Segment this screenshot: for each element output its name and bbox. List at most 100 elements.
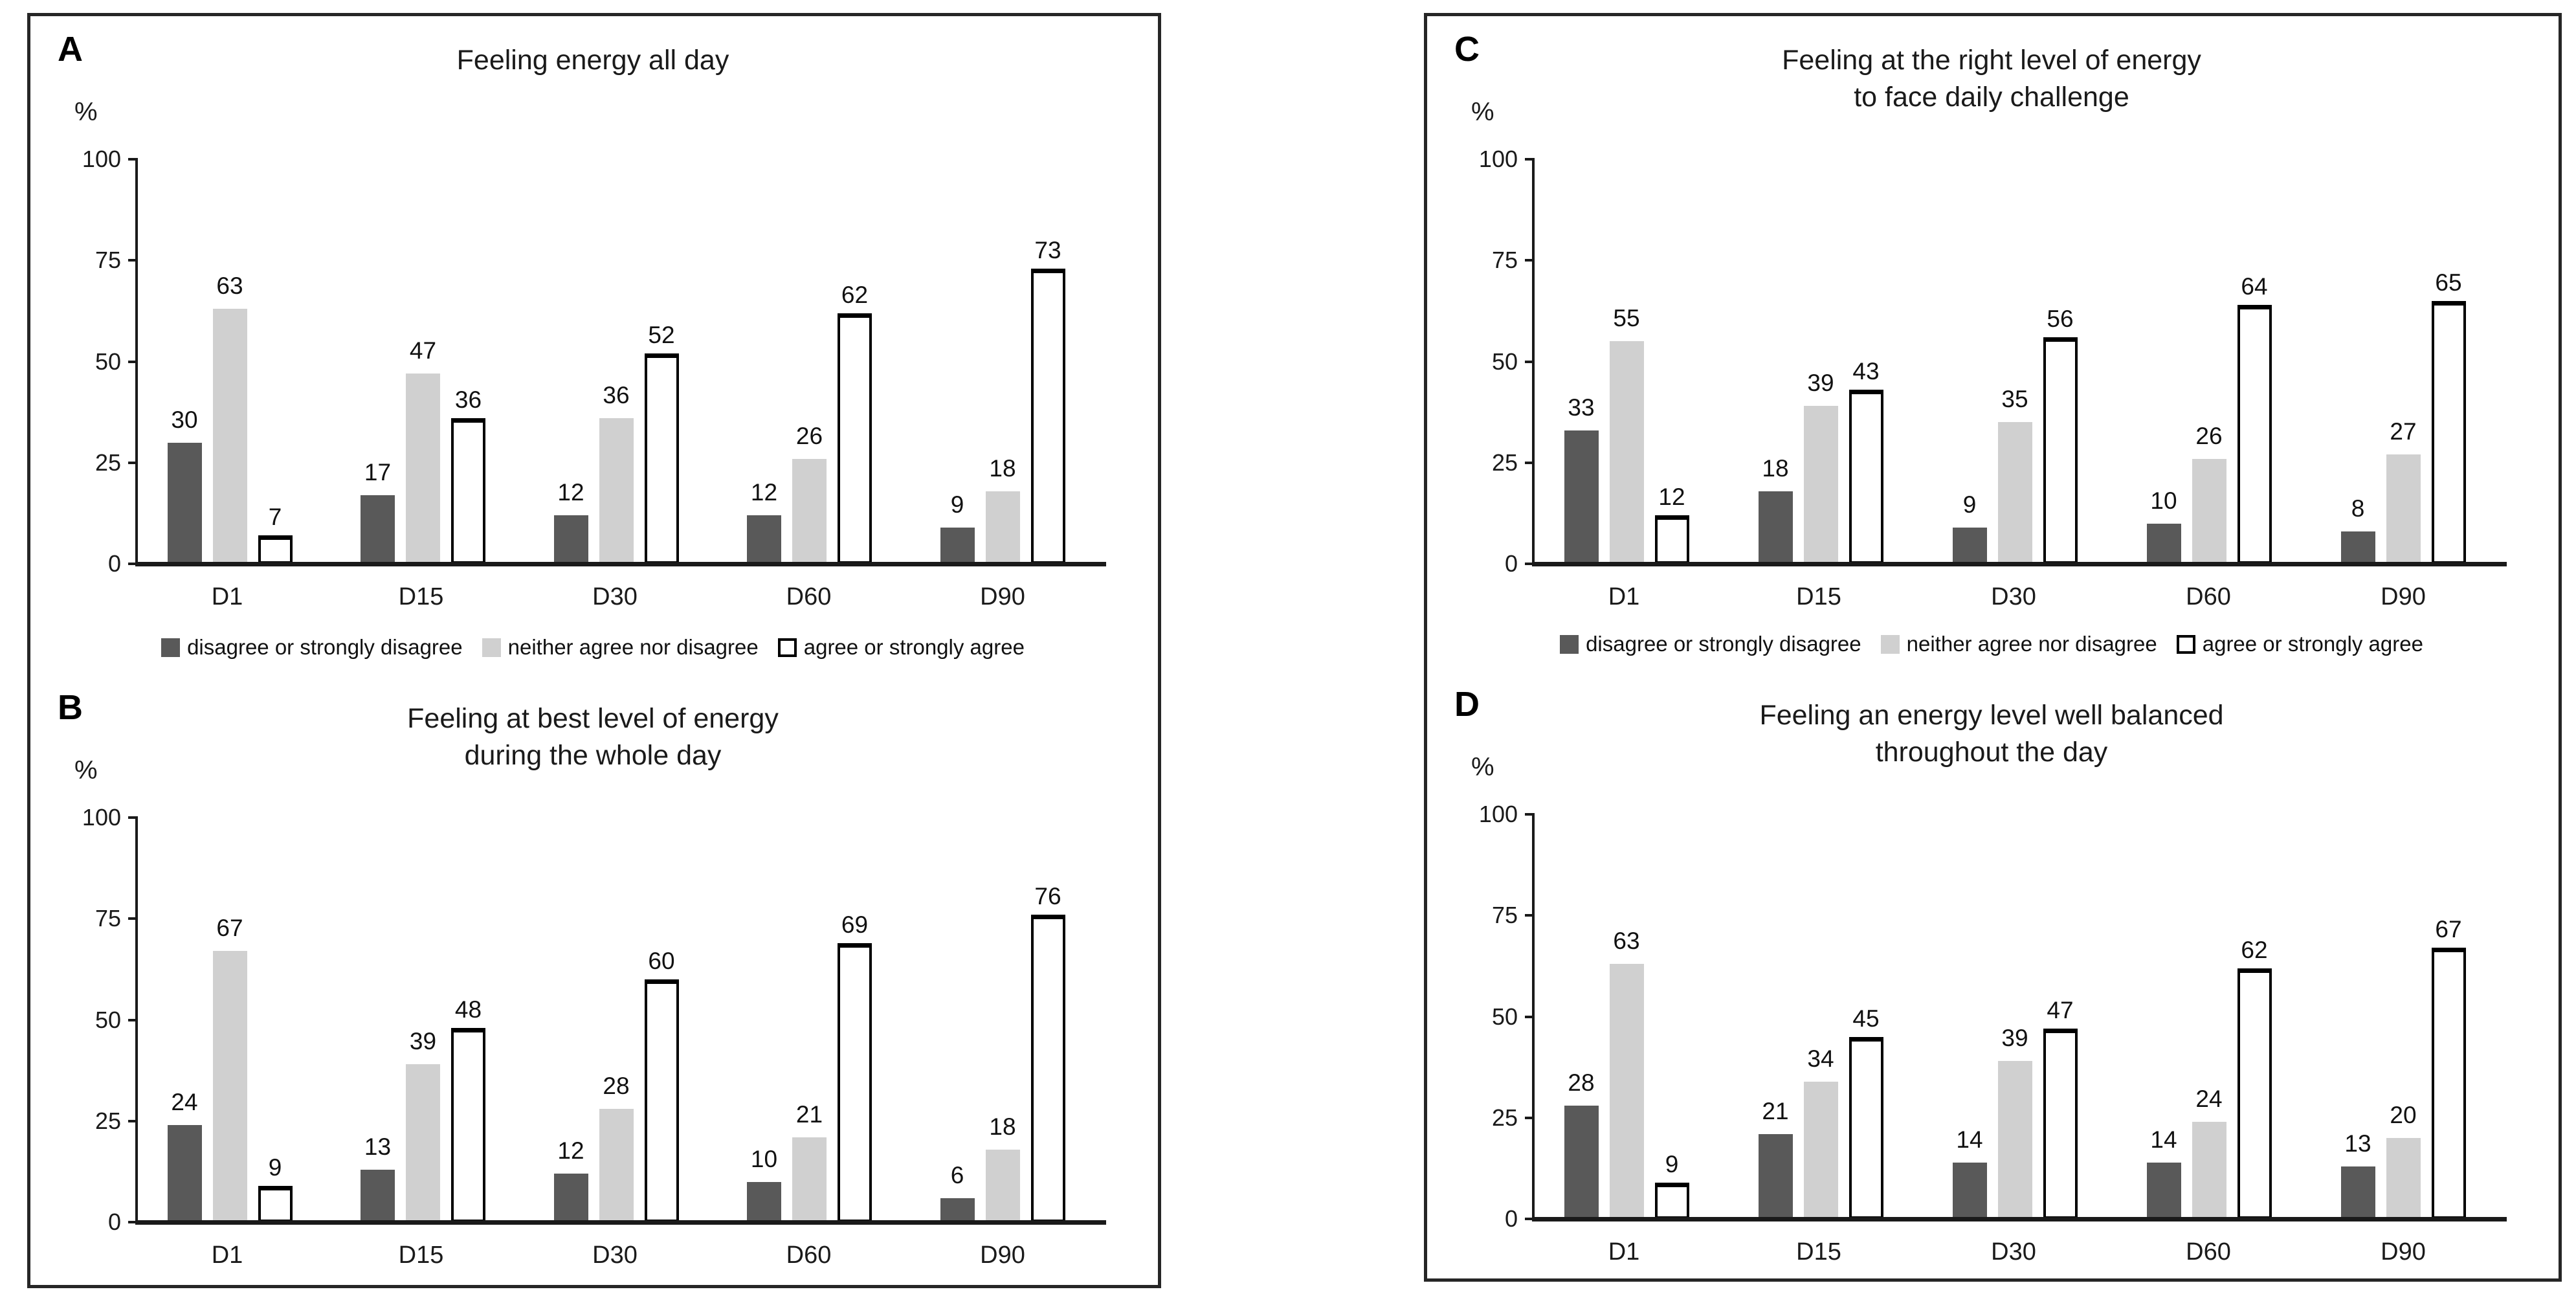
y-tick-mark — [1525, 1116, 1535, 1119]
bar-light: 35 — [1997, 386, 2032, 564]
bar-value-label: 73 — [1034, 236, 1061, 263]
y-tick-mark — [1525, 360, 1535, 363]
chart-title-line: to face daily challenge — [1854, 81, 2129, 113]
bar-group-d30: 12 36 52 — [553, 159, 679, 564]
bar-outline: 48 — [451, 996, 485, 1222]
chart-title-line: Feeling an energy level well balanced — [1759, 700, 2224, 731]
x-tick-label: D15 — [1796, 583, 1841, 610]
panel-box-left: A% Feeling energy all day 100 75 50 25 0 30 63 7 1… — [27, 13, 1161, 1288]
bar-outline: 52 — [644, 322, 679, 564]
bar-light: 34 — [1803, 1045, 1838, 1219]
legend-item: disagree or strongly disagree — [161, 635, 463, 660]
y-tick-label: 100 — [1478, 146, 1518, 172]
y-tick-label: 25 — [1491, 1104, 1518, 1131]
bar-groups: 30 63 7 17 47 36 12 36 52 12 26 62 9 18 73 — [138, 159, 1106, 564]
bar-group-d1: 28 63 9 — [1564, 814, 1689, 1219]
bar-dark: 33 — [1564, 394, 1599, 564]
legend-label: disagree or strongly disagree — [187, 635, 463, 659]
legend-label: neither agree nor disagree — [1906, 632, 2157, 656]
bar-dark: 14 — [1952, 1126, 1987, 1219]
bar-group-d1: 24 67 9 — [167, 818, 293, 1222]
x-tick-label: D60 — [786, 1242, 832, 1269]
y-tick-label: 75 — [1491, 247, 1518, 274]
bar-value-label: 13 — [364, 1133, 392, 1160]
legend-item: agree or strongly agree — [2176, 632, 2423, 656]
bar-group-d60: 14 24 62 — [2146, 814, 2272, 1219]
x-tick-label: D30 — [592, 1242, 638, 1269]
bar-value-label: 10 — [2150, 487, 2177, 514]
chart-title-line: during the whole day — [464, 739, 722, 771]
bar-light: 24 — [2192, 1086, 2226, 1219]
plot-area: 100 75 50 25 0 24 67 9 13 39 48 12 28 60 10 21 69 6 18 76 — [82, 804, 1106, 1235]
bar-outline: 64 — [2237, 273, 2272, 564]
x-tick-label: D1 — [1608, 1238, 1640, 1266]
bar-light: 28 — [599, 1073, 634, 1222]
bar-value-label: 12 — [557, 479, 584, 506]
legend-swatch-outline — [777, 638, 797, 657]
chart-panel-d: D% Feeling an energy level well balanced t… — [1447, 680, 2537, 1266]
bar-dark: 13 — [2340, 1130, 2375, 1219]
y-tick-label: 75 — [94, 905, 121, 932]
y-tick-label: 0 — [1504, 550, 1518, 577]
bar-outline: 62 — [2237, 937, 2272, 1219]
plot-area: 100 75 50 25 0 33 55 12 18 39 43 9 35 56 10 26 64 8 27 65 — [1479, 146, 2507, 577]
bar-value-label: 13 — [2344, 1130, 2371, 1157]
x-tick-label: D60 — [2186, 1238, 2231, 1266]
bar-light: 47 — [406, 337, 440, 564]
chart-title-line: Feeling at best level of energy — [407, 703, 779, 734]
x-axis-labels: D1 D15 D30 D60 D90 — [1532, 564, 2507, 611]
bar-value-label: 14 — [2150, 1126, 2177, 1153]
y-tick-label: 75 — [1491, 902, 1518, 929]
bar-light: 39 — [1997, 1025, 2032, 1219]
chart-header: D% Feeling an energy level well balanced t… — [1447, 680, 2537, 807]
bar-dark: 24 — [167, 1089, 202, 1222]
y-tick-mark — [1525, 1218, 1535, 1220]
bar-groups: 33 55 12 18 39 43 9 35 56 10 26 64 8 27 65 — [1535, 159, 2507, 564]
bar-value-label: 67 — [2435, 916, 2462, 943]
y-tick-mark — [1525, 1015, 1535, 1018]
bar-value-label: 55 — [1613, 305, 1640, 332]
y-tick-label: 0 — [107, 550, 121, 577]
bar-outline: 56 — [2043, 306, 2078, 564]
bar-group-d90: 13 20 67 — [2340, 814, 2466, 1219]
x-tick-label: D15 — [1796, 1238, 1841, 1266]
bar-value-label: 33 — [1568, 394, 1595, 421]
bar-value-label: 36 — [454, 386, 482, 413]
bar-group-d30: 14 39 47 — [1952, 814, 2078, 1219]
chart-title: Feeling at best level of energy during th… — [50, 684, 1136, 774]
bar-light: 63 — [1609, 928, 1644, 1219]
panel-box-right: C% Feeling at the right level of energy to… — [1424, 13, 2562, 1282]
bar-group-d30: 9 35 56 — [1952, 159, 2078, 564]
bar-dark: 14 — [2146, 1126, 2181, 1219]
bar-value-label: 36 — [603, 382, 630, 408]
bar-value-label: 17 — [364, 458, 392, 485]
bar-outline: 9 — [1654, 1151, 1689, 1219]
x-tick-label: D1 — [211, 583, 243, 610]
bar-light: 18 — [985, 1113, 1020, 1222]
bar-value-label: 39 — [1807, 370, 1834, 397]
bar-group-d15: 18 39 43 — [1758, 159, 1883, 564]
bar-group-d60: 12 26 62 — [747, 159, 872, 564]
x-tick-label: D90 — [980, 583, 1025, 610]
panel-letter: C — [1454, 30, 1480, 69]
bar-groups: 28 63 9 21 34 45 14 39 47 14 24 62 13 20 67 — [1535, 814, 2507, 1219]
chart-title: Feeling an energy level well balanced thr… — [1447, 680, 2537, 771]
y-tick-label: 25 — [94, 449, 121, 476]
y-tick-label: 50 — [1491, 1003, 1518, 1030]
y-tick-label: 50 — [1491, 348, 1518, 375]
bar-value-label: 14 — [1956, 1126, 1983, 1153]
bar-value-label: 35 — [2001, 386, 2028, 413]
y-tick-label: 0 — [107, 1209, 121, 1235]
y-tick-label: 75 — [94, 247, 121, 274]
bar-dark: 13 — [361, 1133, 395, 1222]
bar-light: 21 — [792, 1101, 827, 1222]
y-tick-mark — [128, 158, 138, 161]
y-tick-mark — [128, 461, 138, 464]
bar-outline: 47 — [2043, 997, 2078, 1219]
bar-group-d60: 10 21 69 — [747, 818, 872, 1222]
bar-value-label: 60 — [648, 948, 675, 974]
chart-header: B% Feeling at best level of energy during … — [50, 684, 1136, 810]
bar-group-d1: 33 55 12 — [1564, 159, 1689, 564]
bar-group-d90: 6 18 76 — [940, 818, 1065, 1222]
bar-value-label: 45 — [1852, 1005, 1880, 1032]
